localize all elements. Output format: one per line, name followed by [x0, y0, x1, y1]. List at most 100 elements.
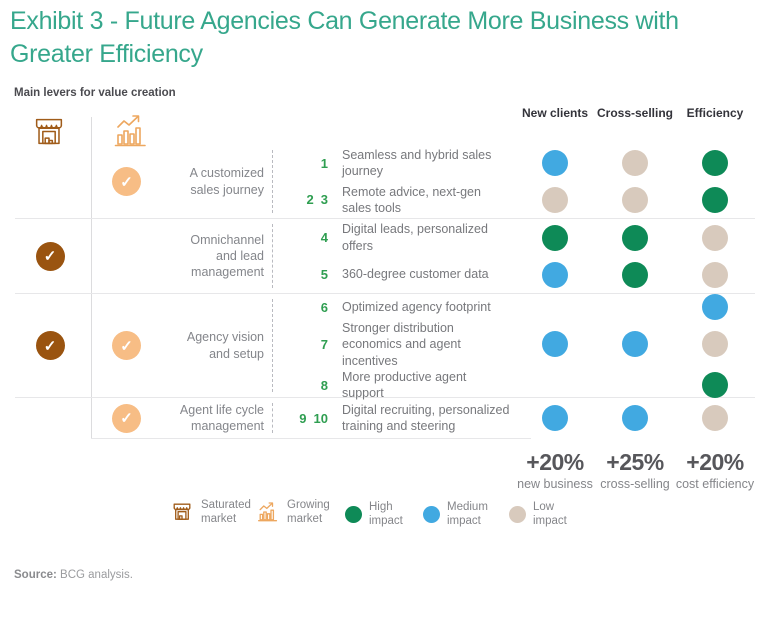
impact-cell — [675, 261, 755, 288]
low-impact-dot — [702, 405, 728, 431]
low-impact-dot — [622, 186, 648, 213]
category-divider — [264, 398, 280, 438]
total-cross-selling: +25% cross-selling — [595, 449, 675, 491]
lever-item: 5 360-degree customer data — [280, 256, 755, 293]
growing-market-icon — [111, 111, 151, 151]
total-label: cross-selling — [600, 477, 670, 491]
total-value: +20% — [526, 449, 584, 475]
category-divider — [264, 219, 280, 293]
lever-description: More productive agent support — [342, 369, 467, 400]
source-note: Source: BCG analysis. — [14, 569, 133, 581]
lever-numbers: 5 — [280, 267, 328, 282]
high-impact-dot — [345, 505, 362, 523]
lever-description: Remote advice, next-gen sales tools — [342, 184, 481, 215]
impact-cell — [675, 405, 755, 431]
lever-item: 1 Seamless and hybrid sales journey — [280, 145, 755, 182]
lever-item: 2 3 Remote advice, next-gen sales tools — [280, 182, 755, 219]
lever-category-label: Agent life cycle management — [179, 402, 264, 433]
lever-group-2: ✓ Omnichannel and lead management 4 Digital… — [15, 218, 755, 293]
growing-market-icon — [256, 500, 280, 524]
lever-description: Optimized agency footprint — [342, 299, 491, 314]
lever-number: 10 — [313, 410, 328, 426]
medium-impact-dot — [622, 331, 648, 358]
exhibit-title: Exhibit 3 - Future Agencies Can Generate… — [10, 7, 679, 68]
lever-number: 1 — [320, 155, 328, 171]
high-impact-dot — [622, 224, 648, 251]
category-divider — [264, 294, 280, 397]
source-text: BCG analysis. — [60, 569, 133, 581]
lever-number: 5 — [320, 267, 328, 282]
impact-cell — [675, 294, 755, 320]
impact-column-headers: New clients Cross-selling Efficiency — [515, 106, 755, 120]
total-value: +20% — [686, 449, 744, 475]
saturated-market-cell: ✓ — [15, 219, 85, 293]
lever-description: 360-degree customer data — [342, 267, 489, 282]
total-label: new business — [517, 477, 593, 491]
lever-item: 9 10 Digital recruiting, personalized trai… — [280, 398, 755, 438]
lever-item: 7 Stronger distribution economics and age… — [280, 320, 755, 369]
saturated-market-cell: ✓ — [15, 294, 85, 397]
growing-market-check-icon: ✓ — [112, 403, 141, 433]
impact-cell — [515, 261, 595, 288]
high-impact-dot — [702, 150, 728, 177]
impact-cell — [675, 331, 755, 358]
lever-description: Stronger distribution economics and agen… — [342, 321, 461, 368]
low-impact-dot — [542, 186, 568, 213]
saturated-market-check-icon: ✓ — [35, 331, 65, 360]
medium-impact-dot — [542, 150, 568, 177]
growing-market-cell: ✓ — [85, 145, 168, 218]
saturated-market-cell — [15, 145, 85, 218]
legend: Saturated market Growing market High imp… — [0, 496, 768, 536]
impact-cell — [595, 186, 675, 213]
levers-matrix: ✓ A customized sales journey 1 Seamless and… — [15, 145, 755, 438]
impact-cell — [595, 150, 675, 177]
lever-number: 4 — [320, 230, 328, 245]
impact-cell — [595, 224, 675, 251]
lever-group-3: ✓ ✓ Agency vision and setup 6 Optimized agen… — [15, 293, 755, 400]
lever-numbers: 8 — [280, 378, 328, 393]
legend-item-medium-impact: Medium impact — [423, 500, 505, 529]
legend-item-growing-market: Growing market — [256, 498, 345, 527]
medium-impact-dot — [622, 405, 648, 431]
low-impact-dot — [702, 331, 728, 358]
medium-impact-dot — [423, 505, 440, 523]
impact-totals: +20% new business +25% cross-selling +20… — [515, 449, 755, 491]
category-divider — [264, 145, 280, 218]
impact-cell — [515, 186, 595, 213]
impact-cell — [595, 331, 675, 358]
lever-item: 6 Optimized agency footprint — [280, 294, 755, 320]
lever-items: 9 10 Digital recruiting, personalized trai… — [280, 398, 755, 438]
legend-label: Growing market — [287, 499, 330, 526]
growing-market-check-icon: ✓ — [112, 167, 141, 196]
chart-subtitle: Main levers for value creation — [14, 87, 176, 99]
saturated-market-icon — [170, 500, 194, 524]
legend-label: Low impact — [533, 501, 567, 528]
lever-numbers: 7 — [280, 337, 328, 352]
lever-category-label: A customized sales journey — [189, 166, 264, 197]
high-impact-dot — [702, 186, 728, 213]
high-impact-dot — [702, 372, 728, 398]
impact-cell — [515, 405, 595, 431]
medium-impact-dot — [702, 294, 728, 320]
impact-cell — [515, 224, 595, 251]
saturated-market-check-icon: ✓ — [35, 241, 65, 271]
lever-number: 8 — [320, 377, 328, 393]
high-impact-dot — [542, 224, 568, 251]
legend-label: Medium impact — [447, 501, 488, 528]
medium-impact-dot — [542, 261, 568, 288]
lever-item: 4 Digital leads, personalized offers — [280, 219, 755, 256]
impact-cell — [675, 224, 755, 251]
legend-label: Saturated market — [201, 499, 251, 526]
impact-cell — [675, 186, 755, 213]
low-impact-dot — [702, 261, 728, 288]
legend-item-saturated-market: Saturated market — [170, 498, 259, 527]
lever-numbers: 1 — [280, 156, 328, 171]
lever-number: 7 — [320, 336, 328, 352]
impact-cell — [595, 261, 675, 288]
lever-group-4: ✓ Agent life cycle management 9 10 Digital r… — [15, 397, 755, 438]
lever-number: 9 — [299, 410, 307, 426]
impact-cell — [675, 150, 755, 177]
lever-number: 2 — [306, 192, 314, 208]
lever-items: 6 Optimized agency footprint 7 Stronger dis… — [280, 294, 755, 400]
